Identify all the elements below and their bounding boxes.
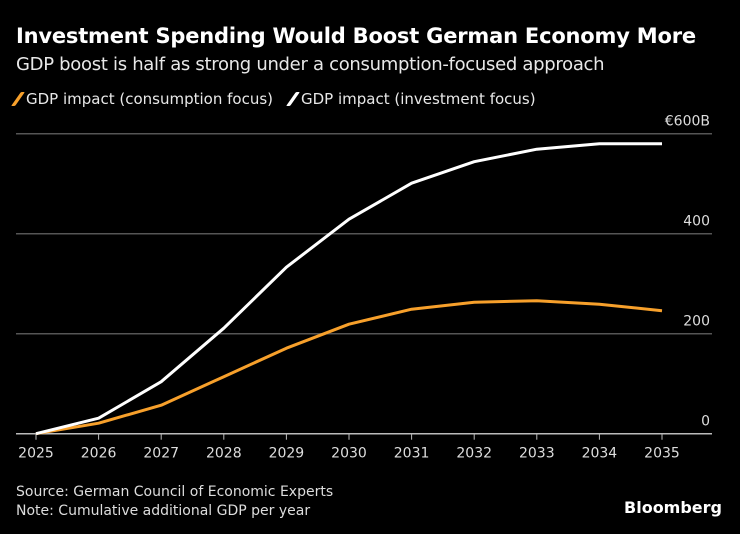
- legend-item-consumption: GDP impact (consumption focus): [11, 90, 273, 108]
- x-tick-label: 2033: [519, 446, 555, 462]
- x-tick-label: 2027: [143, 446, 179, 462]
- x-tick-label: 2031: [394, 446, 430, 462]
- y-tick-label: 400: [683, 214, 710, 230]
- y-tick-label: 200: [683, 314, 710, 330]
- legend-item-investment: GDP impact (investment focus): [286, 90, 536, 108]
- y-tick-label: 0: [701, 414, 710, 430]
- x-tick-label: 2030: [331, 446, 367, 462]
- x-tick-label: 2034: [582, 446, 618, 462]
- x-tick-label: 2032: [456, 446, 492, 462]
- x-tick-label: 2026: [81, 446, 117, 462]
- series-line-consumption: [35, 299, 663, 436]
- series-line-investment: [35, 142, 662, 436]
- legend-label-consumption: GDP impact (consumption focus): [26, 90, 273, 108]
- bloomberg-logo: Bloomberg: [624, 498, 722, 517]
- chart-subtitle: GDP boost is half as strong under a cons…: [16, 54, 605, 75]
- legend-label-investment: GDP impact (investment focus): [301, 90, 536, 108]
- x-tick-label: 2035: [644, 446, 680, 462]
- x-tick-label: 2029: [269, 446, 305, 462]
- legend: GDP impact (consumption focus) GDP impac…: [11, 90, 536, 108]
- source-note: Source: German Council of Economic Exper…: [16, 484, 334, 500]
- x-tick-label: 2028: [206, 446, 242, 462]
- footnote: Note: Cumulative additional GDP per year: [16, 503, 311, 519]
- y-tick-label: €600B: [665, 114, 710, 130]
- chart-title: Investment Spending Would Boost German E…: [16, 24, 696, 48]
- x-tick-label: 2025: [18, 446, 54, 462]
